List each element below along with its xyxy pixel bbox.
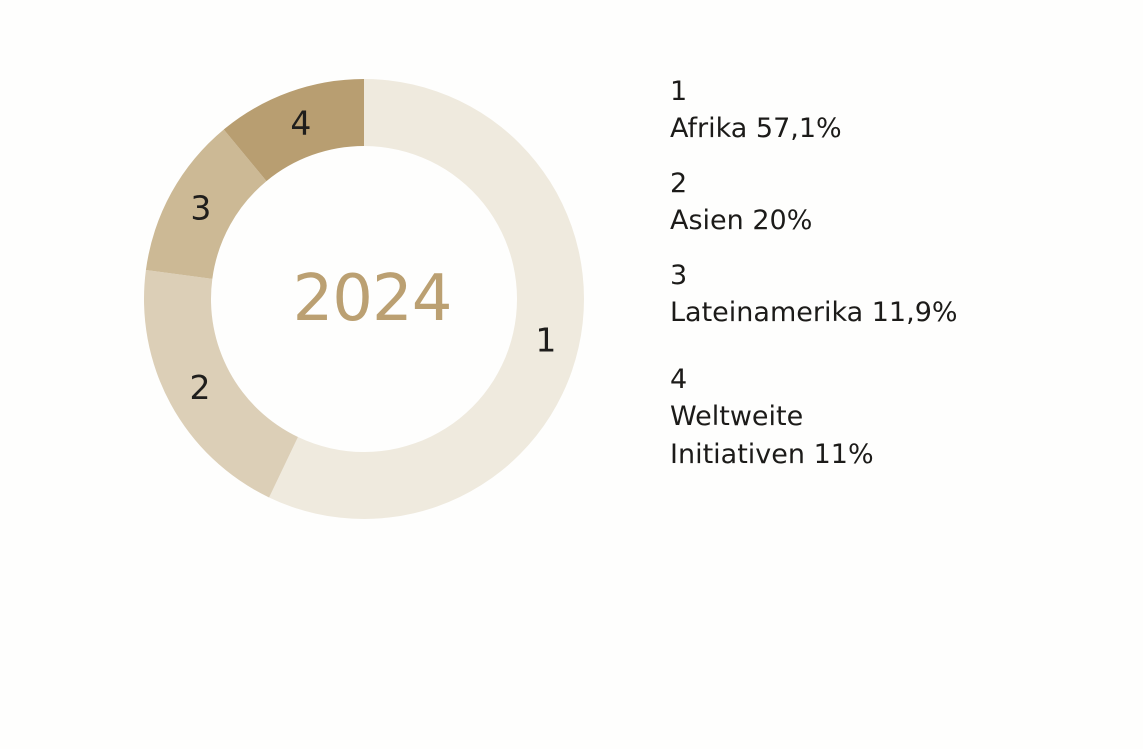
legend-number: 3 (670, 260, 688, 291)
donut-slice-asien (144, 270, 298, 498)
donut-slice-afrika (269, 79, 585, 520)
legend-number: 4 (670, 364, 688, 395)
donut-slice-lateinamerika (145, 129, 267, 279)
legend-label: Asien 20% (670, 205, 813, 236)
legend-number: 1 (670, 76, 688, 107)
center-year-label: 2024 (293, 262, 452, 336)
slice-number-label: 1 (535, 320, 556, 359)
donut-slice-weltweite-initiativen (223, 79, 364, 182)
slice-number-label: 4 (290, 104, 311, 143)
donut-slices (144, 79, 585, 520)
legend-number: 2 (670, 168, 688, 199)
legend-item-asien: 2 Asien 20% (670, 166, 1090, 240)
legend-label: Afrika 57,1% (670, 113, 842, 144)
legend-item-weltweite-initiativen: 4 Weltweite Initiativen 11% (670, 362, 1090, 474)
legend-item-lateinamerika: 3 Lateinamerika 11,9% (670, 258, 1090, 332)
slice-labels: 1 2 3 4 (190, 104, 557, 407)
slice-number-label: 3 (190, 189, 211, 228)
legend-label: Weltweite Initiativen 11% (670, 401, 874, 470)
slice-number-label: 2 (190, 368, 211, 407)
legend-label: Lateinamerika 11,9% (670, 297, 958, 328)
legend-item-afrika: 1 Afrika 57,1% (670, 74, 1090, 148)
